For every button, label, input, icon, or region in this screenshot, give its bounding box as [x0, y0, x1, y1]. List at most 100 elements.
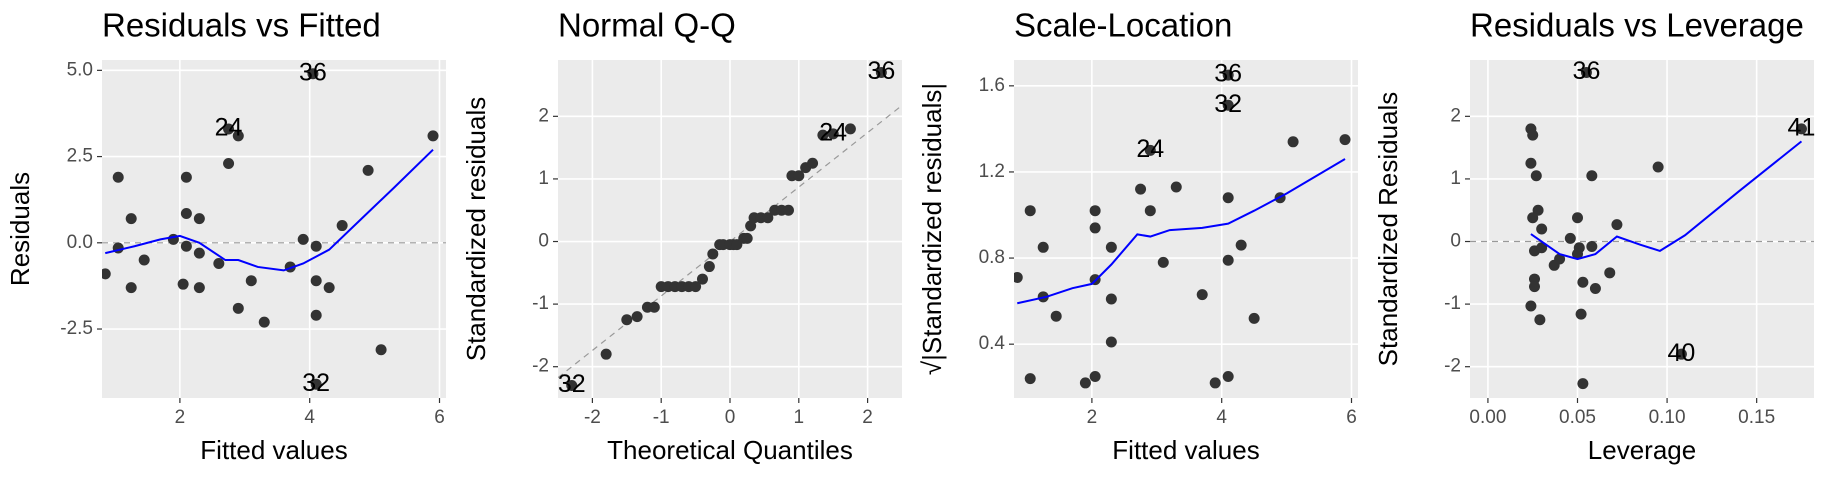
x-tick-label: 2 [175, 407, 186, 428]
y-tick-label: -1 [1444, 293, 1461, 314]
y-axis-label: Standardized residuals [461, 97, 491, 362]
data-point [1157, 256, 1169, 268]
data-point [1577, 276, 1589, 288]
x-tick-label: 0.05 [1559, 407, 1596, 428]
x-tick-label: 2 [862, 407, 873, 428]
plot-layer [1014, 69, 1351, 389]
data-point [566, 379, 578, 391]
data-point [793, 170, 805, 182]
y-tick-label: 0.0 [67, 232, 93, 253]
y-tick-label: 0.8 [979, 247, 1005, 268]
data-point [1795, 123, 1807, 135]
chart-title: Residuals vs Leverage [1470, 7, 1804, 44]
data-point [310, 309, 322, 321]
data-point [762, 212, 774, 224]
data-point [648, 301, 660, 313]
data-point [1196, 289, 1208, 301]
data-point [1024, 373, 1036, 385]
data-point [741, 232, 753, 244]
data-point [232, 130, 244, 142]
point-label: 36 [1214, 60, 1242, 88]
data-point [1079, 377, 1091, 389]
plot-layer [558, 67, 902, 391]
x-tick-label: -2 [584, 407, 601, 428]
x-tick-label: 6 [1346, 407, 1357, 428]
data-point [427, 130, 439, 142]
plot-layer [1470, 67, 1814, 390]
data-point [690, 281, 702, 293]
data-point [1554, 253, 1566, 265]
data-point [1527, 212, 1539, 224]
data-point [875, 67, 887, 79]
data-point [1170, 181, 1182, 193]
data-point [1534, 314, 1546, 326]
data-point [245, 275, 257, 287]
y-tick-label: -1 [532, 293, 549, 314]
data-point [1577, 378, 1589, 390]
data-point [1529, 281, 1540, 293]
point-label: 24 [1136, 135, 1164, 163]
data-point [307, 68, 319, 80]
x-axis-label: Theoretical Quantiles [607, 435, 853, 465]
data-point [1575, 308, 1587, 320]
data-point [1050, 310, 1062, 322]
data-point [1024, 205, 1036, 217]
data-point [1105, 336, 1117, 348]
y-tick-label: 1 [538, 168, 549, 189]
data-point [375, 344, 387, 356]
data-point [177, 278, 189, 290]
x-axis-label: Fitted values [200, 435, 347, 465]
data-point [696, 273, 708, 285]
data-point [1089, 205, 1101, 217]
data-point [707, 248, 719, 260]
data-point [223, 123, 235, 135]
data-point [1675, 348, 1687, 360]
point-label: 36 [1573, 57, 1601, 85]
plot-background [1470, 60, 1814, 398]
y-tick-label: 0 [538, 231, 549, 252]
data-point [102, 268, 111, 280]
data-point [631, 311, 643, 323]
data-point [1536, 242, 1548, 254]
point-label: 32 [302, 369, 330, 397]
point-label: 24 [819, 118, 847, 146]
data-point [1525, 300, 1537, 312]
y-axis-label: Standardized Residuals [1373, 92, 1403, 367]
x-tick-label: 4 [1216, 407, 1227, 428]
data-point [323, 282, 335, 294]
data-point [1572, 248, 1583, 260]
x-tick-label: 6 [434, 407, 445, 428]
y-tick-label: 2 [538, 105, 549, 126]
data-point [310, 240, 322, 252]
data-point [1222, 99, 1234, 111]
data-point [193, 247, 205, 259]
data-point [1037, 241, 1049, 253]
point-label: 24 [215, 114, 243, 142]
data-point [1564, 232, 1576, 244]
data-point [1209, 377, 1221, 389]
y-tick-label: 1 [1450, 168, 1461, 189]
smooth-line [105, 148, 434, 272]
y-tick-label: 1.2 [979, 161, 1005, 182]
data-point [297, 233, 309, 245]
data-point [1586, 241, 1598, 253]
point-label: 41 [1788, 113, 1816, 141]
x-tick-label: -1 [653, 407, 670, 428]
data-point [112, 171, 124, 183]
data-point [213, 257, 225, 269]
data-point [1235, 239, 1247, 251]
data-point [807, 157, 819, 169]
y-axis-label: √|Standardized residuals| [917, 83, 947, 375]
y-tick-label: 1.6 [979, 75, 1005, 96]
chart-title: Normal Q-Q [558, 7, 736, 44]
data-point [1530, 170, 1542, 182]
y-axis-label: Residuals [5, 172, 35, 286]
data-point [1222, 69, 1234, 81]
data-point [1089, 222, 1101, 234]
data-point [1135, 183, 1147, 195]
data-point [1572, 212, 1583, 224]
y-tick-label: -2.5 [60, 318, 93, 339]
plot-layer [102, 68, 446, 390]
plot-background [102, 60, 446, 398]
